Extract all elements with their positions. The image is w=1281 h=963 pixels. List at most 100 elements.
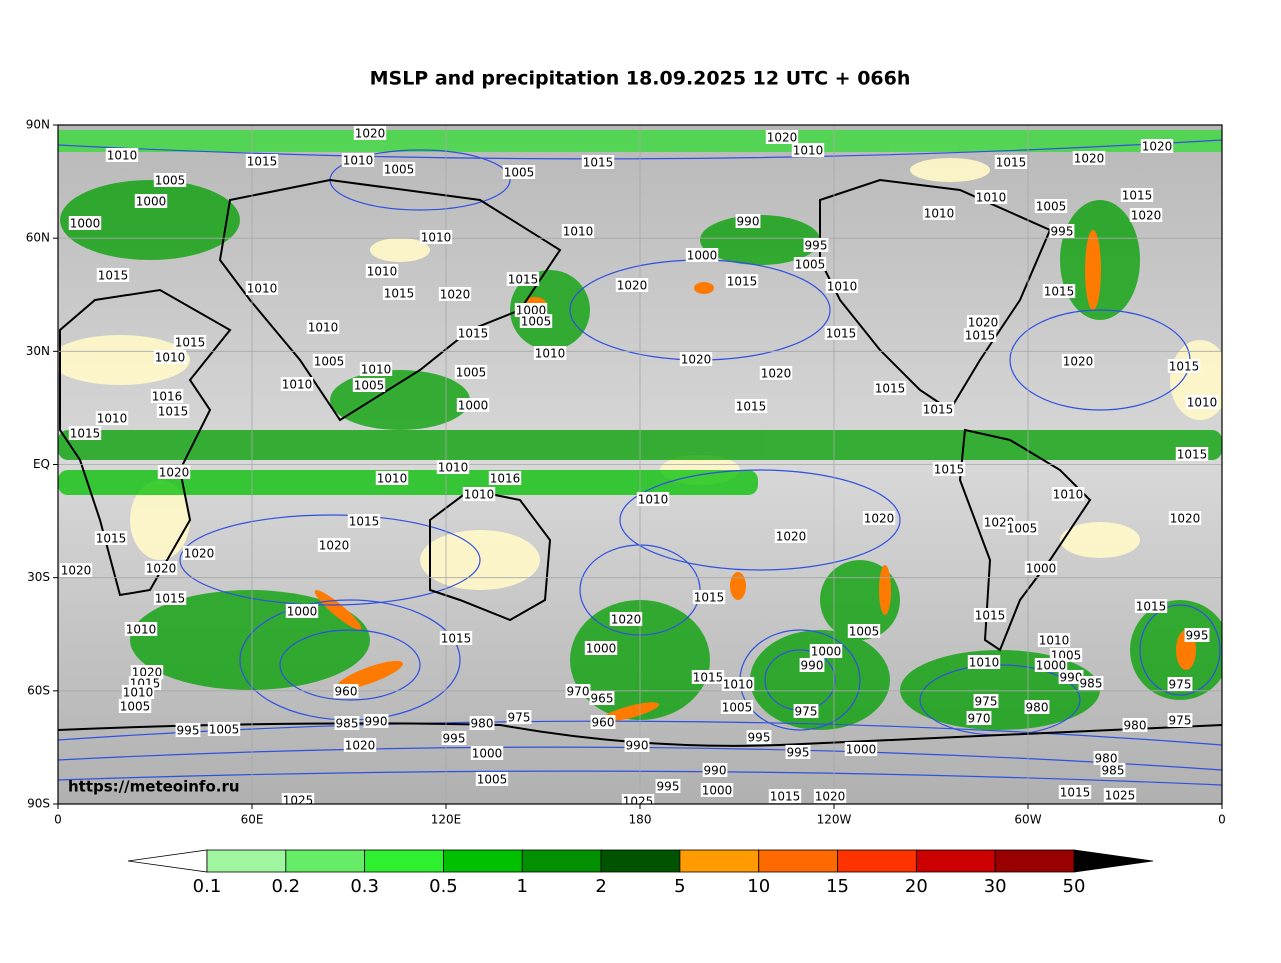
isobar-label-box: [1058, 670, 1084, 684]
isobar-label: 1010: [367, 265, 398, 279]
isobar-label: 970: [567, 685, 590, 699]
isobar-label-box: [245, 154, 279, 168]
isobar-label-box: [441, 731, 467, 745]
isobar-label-box: [1167, 359, 1201, 373]
isobar-label-box: [439, 631, 473, 645]
y-tick-label: 90S: [27, 797, 50, 811]
isobar-label-box: [456, 398, 490, 412]
isobar-label-box: [95, 411, 129, 425]
isobar-label: 1015: [458, 327, 489, 341]
isobar-label-box: [156, 404, 190, 418]
isobar-label-box: [68, 216, 102, 230]
title: MSLP and precipitation 18.09.2025 12 UTC…: [370, 68, 911, 90]
isobar-label-box: [456, 326, 490, 340]
isobar-label: 1010: [343, 154, 374, 168]
isobar-label-box: [615, 278, 649, 292]
isobar-label-box: [621, 794, 655, 804]
isobar-label-box: [791, 143, 825, 157]
isobar-label-box: [735, 214, 761, 228]
isobar-label-box: [153, 173, 187, 187]
isobar-label: 995: [805, 239, 828, 253]
isobar-label-box: [734, 399, 768, 413]
isobar-label: 1010: [155, 351, 186, 365]
isobar-label: 1015: [441, 632, 472, 646]
isobar-label-box: [759, 366, 793, 380]
isobar-label-box: [352, 378, 386, 392]
colorbar-label: 0.3: [350, 876, 379, 897]
isobar-label: 1010: [1053, 488, 1084, 502]
isobar-label: 1020: [864, 512, 895, 526]
isobar-label: 1020: [159, 466, 190, 480]
isobar-label-box: [365, 264, 399, 278]
isobar-label: 1010: [1187, 396, 1218, 410]
isobar-label-box: [121, 685, 155, 699]
isobar-label: 995: [787, 746, 810, 760]
y-tick-label: 30S: [27, 570, 50, 584]
colorbar-box: [285, 849, 366, 873]
isobar-label: 1010: [126, 623, 157, 637]
isobar-label: 1000: [702, 784, 733, 798]
isobar-label-box: [793, 257, 827, 271]
isobar-label: 975: [508, 711, 531, 725]
isobar-label: 1025: [1105, 789, 1136, 803]
colorbar-label: 2: [595, 876, 606, 897]
isobar-label-box: [153, 350, 187, 364]
isobar-label: 1015: [693, 671, 724, 685]
isobar-label-box: [506, 272, 540, 286]
colorbar-label: 30: [984, 876, 1007, 897]
isobar-label: 1010: [421, 231, 452, 245]
isobar-label-box: [691, 670, 725, 684]
isobar-label: 975: [795, 705, 818, 719]
isobar-label: 965: [591, 692, 614, 706]
isobar-label-box: [68, 426, 102, 440]
isobar-label-box: [565, 684, 591, 698]
isobar-label: 1015: [98, 269, 129, 283]
isobar-label-box: [124, 622, 158, 636]
isobar-label: 1020: [761, 367, 792, 381]
x-tick-label: 0: [1218, 813, 1226, 827]
isobar-label: 1000: [1036, 659, 1067, 673]
isobar-label: 1020: [1170, 512, 1201, 526]
isobar-label: 1015: [923, 403, 954, 417]
isobar-label-box: [144, 561, 178, 575]
colorbar-box: [837, 849, 917, 873]
isobar-label: 1025: [283, 794, 314, 808]
isobar-label: 1015: [1122, 189, 1153, 203]
isobar-label-box: [873, 381, 907, 395]
isobar-label: 990: [1060, 671, 1083, 685]
colorbar-label: 20: [905, 876, 928, 897]
isobar-label: 980: [1095, 752, 1118, 766]
axes: 0 60E 120E 180 120W 60W 0 90N 60N 30N EQ 30S 60S 90S: [26, 118, 1226, 827]
isobar-label-box: [285, 604, 319, 618]
isobar-label-box: [207, 722, 241, 736]
isobar-label: 1015: [965, 329, 996, 343]
isobar-label: 1020: [767, 131, 798, 145]
isobar-label: 990: [365, 715, 388, 729]
isobar-label-box: [470, 746, 504, 760]
isobar-label-box: [1167, 677, 1193, 691]
isobar-label: 1015: [1060, 786, 1091, 800]
isobar-label: 1020: [355, 127, 386, 141]
isobar-label: 1016: [152, 390, 183, 404]
isobar-label-box: [382, 162, 416, 176]
isobar-label-box: [334, 716, 360, 730]
isobar-label: 1010: [638, 493, 669, 507]
isobar-label: 1010: [97, 412, 128, 426]
isobar-label-box: [1134, 599, 1168, 613]
isobar-label: 1015: [96, 532, 127, 546]
colorbar-box: [443, 849, 523, 873]
isobar-label-box: [1042, 284, 1076, 298]
isobar-label: 1005: [504, 166, 535, 180]
isobar-label-box: [488, 471, 522, 485]
isobar-label-box: [1061, 354, 1095, 368]
isobar-label: 1015: [1177, 448, 1208, 462]
isobar-label-box: [624, 738, 650, 752]
isobar-label-box: [793, 704, 819, 718]
isobar-label-box: [363, 714, 389, 728]
isobar-label: 1000: [458, 399, 489, 413]
isobar-label-box: [118, 699, 152, 713]
isobar-label-box: [1058, 785, 1092, 799]
isobar-label: 1020: [146, 562, 177, 576]
isobar-label: 1010: [924, 207, 955, 221]
